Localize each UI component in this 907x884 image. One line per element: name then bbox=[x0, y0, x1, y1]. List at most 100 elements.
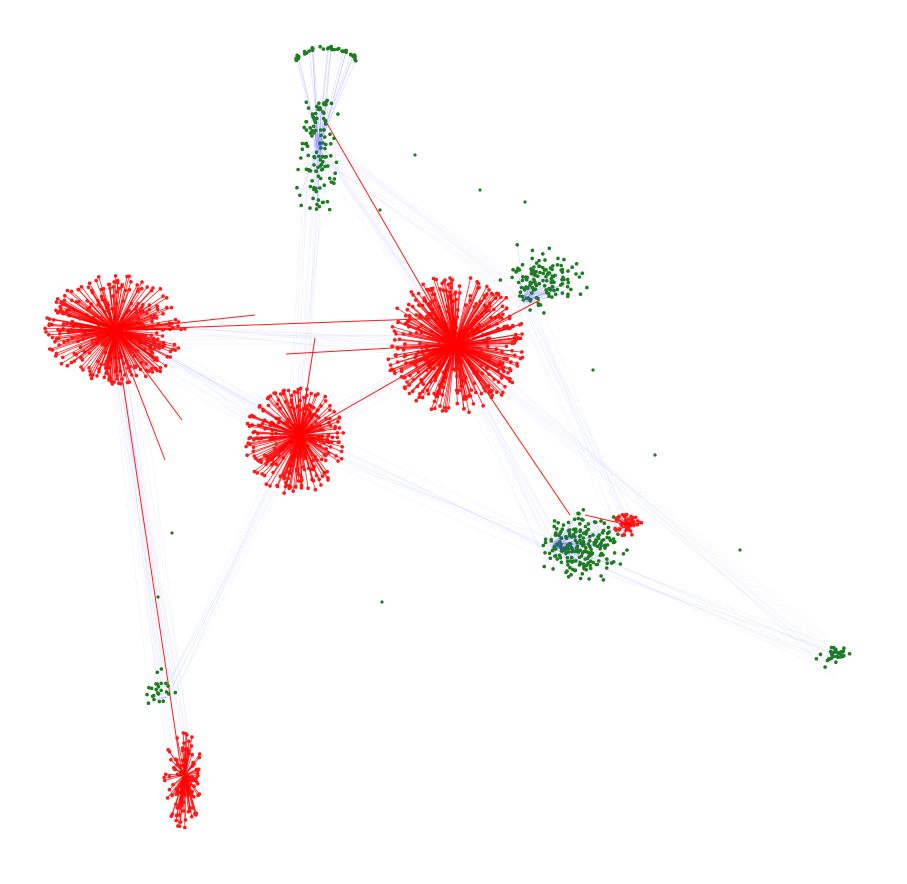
cluster-edge bbox=[64, 299, 116, 331]
red-node bbox=[287, 484, 292, 488]
red-node bbox=[174, 818, 178, 823]
green-node bbox=[518, 290, 523, 295]
green-node bbox=[594, 562, 598, 567]
red-node bbox=[162, 775, 166, 780]
red-node bbox=[619, 522, 623, 526]
red-node bbox=[292, 390, 297, 394]
red-node bbox=[450, 278, 455, 282]
red-node bbox=[311, 458, 316, 463]
green-node bbox=[159, 688, 163, 693]
red-node bbox=[403, 342, 407, 346]
faint-edge bbox=[516, 302, 619, 529]
red-node bbox=[165, 796, 170, 800]
red-node bbox=[407, 314, 412, 318]
red-node bbox=[164, 296, 169, 300]
green-node bbox=[307, 49, 311, 53]
red-node bbox=[520, 350, 524, 354]
green-node bbox=[611, 540, 616, 545]
cluster-edge bbox=[418, 344, 456, 373]
cluster-edge bbox=[556, 542, 600, 546]
red-node bbox=[479, 391, 484, 396]
green-node bbox=[543, 258, 547, 262]
green-node bbox=[304, 119, 308, 124]
red-node bbox=[119, 382, 123, 386]
faint-edge bbox=[316, 130, 522, 298]
cluster-edge bbox=[184, 774, 193, 796]
cluster-edge bbox=[555, 533, 561, 545]
red-node bbox=[177, 824, 182, 829]
red-node bbox=[251, 449, 256, 454]
cluster-edge bbox=[114, 329, 137, 376]
red-node bbox=[310, 452, 314, 457]
red-node bbox=[298, 398, 302, 403]
red-node bbox=[323, 399, 328, 403]
cluster-edge bbox=[114, 288, 139, 331]
red-node bbox=[490, 389, 494, 393]
cluster-edge bbox=[314, 106, 318, 146]
faint-edge bbox=[107, 317, 190, 773]
red-node bbox=[81, 368, 85, 372]
cluster-edge bbox=[523, 267, 551, 303]
cluster-edge bbox=[91, 329, 116, 379]
red-node bbox=[195, 771, 200, 775]
green-node bbox=[520, 294, 525, 299]
faint-edge bbox=[107, 329, 151, 708]
cluster-edge bbox=[114, 329, 150, 372]
green-node bbox=[601, 538, 606, 542]
green-node bbox=[332, 136, 336, 141]
green-node bbox=[566, 547, 570, 551]
green-node bbox=[559, 529, 563, 534]
green-node bbox=[550, 295, 554, 299]
red-node bbox=[260, 472, 264, 476]
cluster-edge bbox=[262, 423, 301, 436]
red-node bbox=[147, 307, 152, 312]
red-node bbox=[169, 814, 174, 818]
faint-edge bbox=[116, 328, 173, 697]
cluster-edge bbox=[148, 696, 164, 704]
red-node bbox=[309, 391, 314, 396]
cluster-edge bbox=[172, 774, 186, 786]
faint-edge bbox=[331, 151, 538, 301]
cluster-edge bbox=[315, 130, 318, 148]
red-node bbox=[58, 305, 62, 309]
green-node bbox=[583, 524, 588, 529]
red-node bbox=[69, 289, 74, 294]
faint-edge bbox=[295, 150, 309, 434]
faint-edge bbox=[166, 434, 296, 698]
red-node bbox=[54, 351, 59, 356]
red-node bbox=[147, 369, 151, 374]
green-node bbox=[318, 176, 323, 181]
cluster-edge bbox=[554, 542, 576, 571]
green-node bbox=[308, 126, 313, 130]
green-node bbox=[332, 181, 336, 185]
red-node bbox=[518, 336, 523, 341]
green-node bbox=[574, 272, 578, 276]
red-node bbox=[468, 276, 473, 280]
cluster-edge bbox=[318, 104, 327, 146]
green-node bbox=[569, 287, 573, 292]
red-node bbox=[614, 528, 618, 533]
red-node bbox=[190, 752, 194, 757]
cluster-edge bbox=[109, 329, 116, 377]
red-node bbox=[469, 339, 474, 343]
red-node bbox=[175, 772, 180, 777]
cluster-edge bbox=[526, 286, 553, 302]
cluster-edge bbox=[308, 108, 320, 154]
green-node bbox=[156, 684, 161, 689]
red-node bbox=[128, 369, 132, 374]
red-node bbox=[50, 335, 55, 340]
faint-edge bbox=[521, 303, 630, 537]
green-node bbox=[558, 540, 562, 544]
red-node bbox=[456, 365, 460, 369]
green-node bbox=[541, 252, 545, 256]
green-node bbox=[578, 528, 583, 532]
green-node bbox=[319, 133, 323, 138]
faint-edge bbox=[532, 302, 619, 533]
red-node bbox=[55, 311, 60, 315]
green-node bbox=[833, 647, 838, 652]
red-node bbox=[404, 321, 409, 326]
red-node bbox=[90, 290, 95, 295]
red-node bbox=[126, 366, 130, 370]
red-node bbox=[624, 512, 629, 517]
cluster-edge bbox=[396, 344, 456, 356]
